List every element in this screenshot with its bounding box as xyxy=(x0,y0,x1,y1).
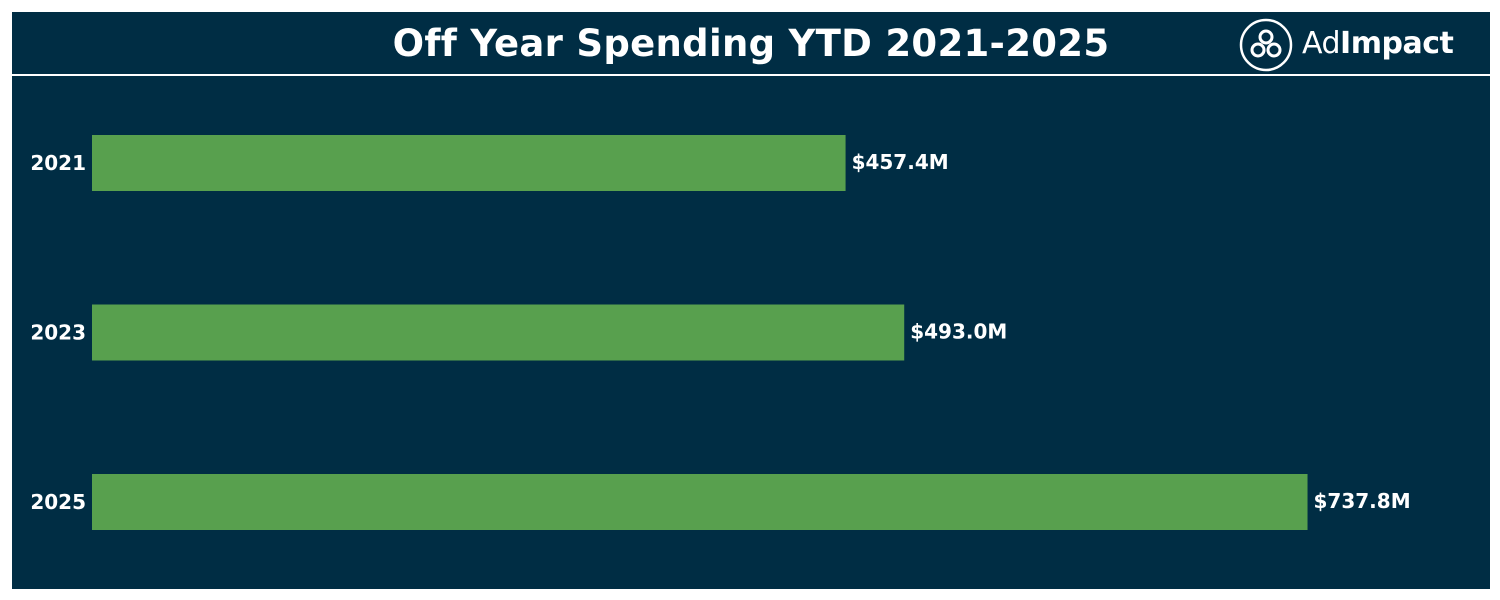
chart-title: Off Year Spending YTD 2021-2025 xyxy=(392,22,1110,65)
category-label-2025: 2025 xyxy=(30,490,86,514)
chart-header: Off Year Spending YTD 2021-2025 AdImpact xyxy=(12,12,1490,74)
value-label-2025: $737.8M xyxy=(1314,489,1411,513)
bar-2023 xyxy=(92,304,905,361)
logo-text-bold: Impact xyxy=(1340,26,1454,61)
bar-chart: 2021 $457.4M 2023 $493.0M 2025 $737.8M xyxy=(30,135,1411,530)
chart-panel: Off Year Spending YTD 2021-2025 AdImpact… xyxy=(12,12,1490,589)
category-label-2021: 2021 xyxy=(30,151,86,175)
adimpact-logo-icon xyxy=(1239,18,1293,72)
logo-text-light: Ad xyxy=(1302,26,1341,61)
bar-2025 xyxy=(92,474,1308,530)
header-divider xyxy=(12,74,1490,76)
value-label-2021: $457.4M xyxy=(852,150,949,174)
adimpact-logo: AdImpact xyxy=(1238,18,1478,72)
bar-2021 xyxy=(92,135,846,191)
adimpact-logo-text: AdImpact xyxy=(1302,26,1454,61)
category-label-2023: 2023 xyxy=(30,321,86,345)
value-label-2023: $493.0M xyxy=(910,320,1007,344)
